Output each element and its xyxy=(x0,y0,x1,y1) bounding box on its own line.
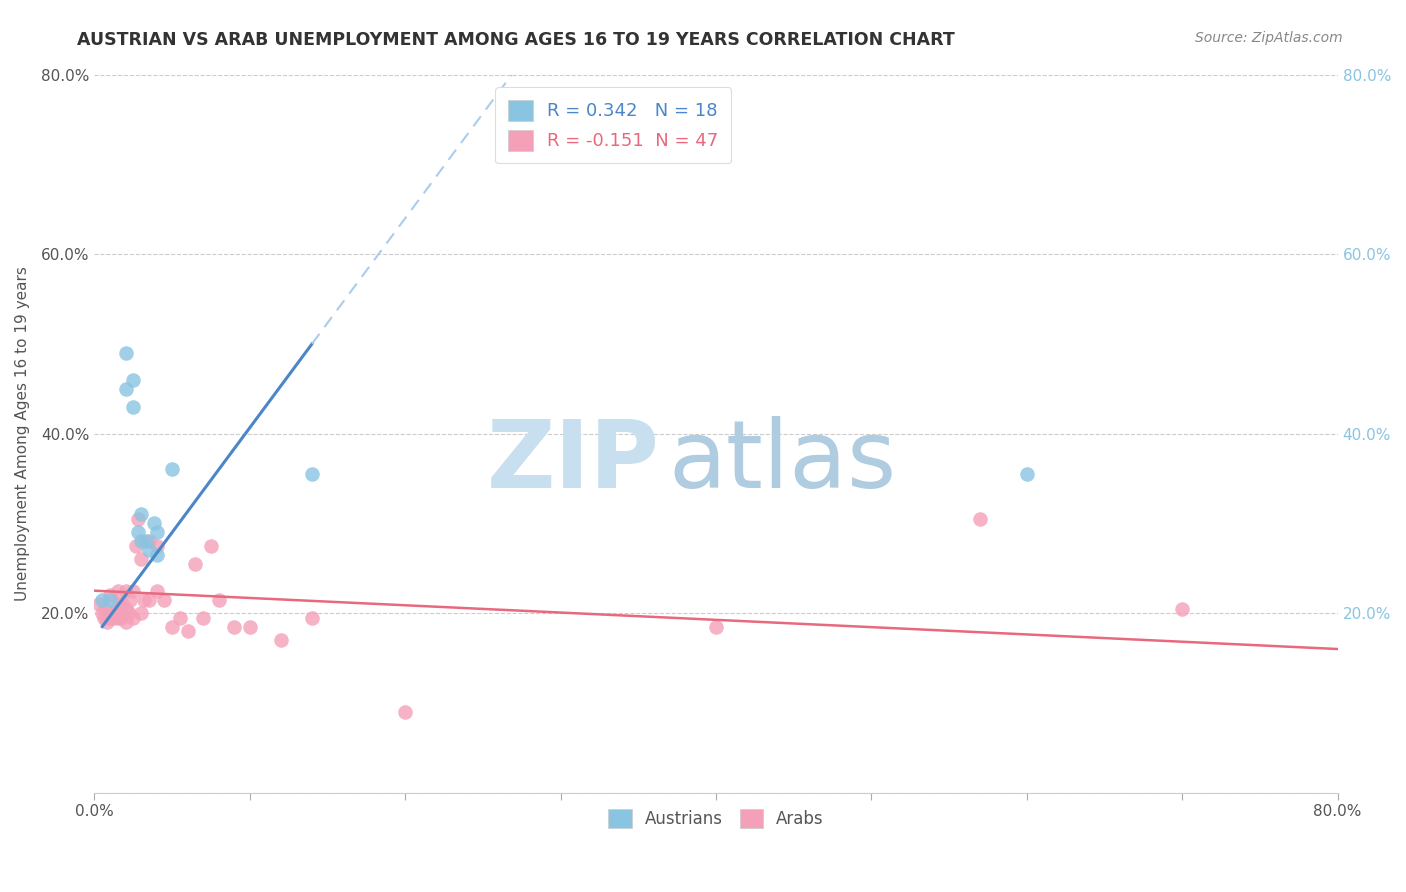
Point xyxy=(301,610,323,624)
Point xyxy=(107,597,129,611)
Point xyxy=(96,615,118,629)
Point xyxy=(177,624,200,638)
Point xyxy=(111,597,134,611)
Point xyxy=(129,606,152,620)
Point xyxy=(122,583,145,598)
Point xyxy=(98,592,121,607)
Point xyxy=(142,516,165,531)
Point xyxy=(118,606,141,620)
Text: atlas: atlas xyxy=(669,417,897,508)
Point xyxy=(91,592,114,607)
Point xyxy=(169,610,191,624)
Point xyxy=(200,539,222,553)
Y-axis label: Unemployment Among Ages 16 to 19 years: Unemployment Among Ages 16 to 19 years xyxy=(15,266,30,601)
Point xyxy=(1015,467,1038,481)
Point xyxy=(110,610,132,624)
Point xyxy=(239,619,262,633)
Point xyxy=(114,615,136,629)
Point xyxy=(394,705,416,719)
Point xyxy=(270,633,292,648)
Point xyxy=(160,619,183,633)
Point xyxy=(184,557,207,571)
Point xyxy=(93,610,115,624)
Point xyxy=(114,583,136,598)
Point xyxy=(160,462,183,476)
Point xyxy=(145,539,167,553)
Point xyxy=(969,512,991,526)
Point xyxy=(122,373,145,387)
Point xyxy=(89,597,111,611)
Point xyxy=(153,592,176,607)
Point xyxy=(138,592,160,607)
Text: AUSTRIAN VS ARAB UNEMPLOYMENT AMONG AGES 16 TO 19 YEARS CORRELATION CHART: AUSTRIAN VS ARAB UNEMPLOYMENT AMONG AGES… xyxy=(77,31,955,49)
Text: Source: ZipAtlas.com: Source: ZipAtlas.com xyxy=(1195,31,1343,45)
Point xyxy=(134,592,156,607)
Point xyxy=(145,583,167,598)
Point xyxy=(114,346,136,360)
Point xyxy=(129,534,152,549)
Point xyxy=(97,606,120,620)
Point xyxy=(224,619,246,633)
Text: ZIP: ZIP xyxy=(488,417,659,508)
Point xyxy=(127,512,149,526)
Point xyxy=(114,382,136,396)
Point xyxy=(1171,601,1194,615)
Point xyxy=(101,610,124,624)
Point xyxy=(94,601,117,615)
Point xyxy=(98,610,121,624)
Point xyxy=(704,619,727,633)
Point xyxy=(129,552,152,566)
Point xyxy=(125,539,148,553)
Point xyxy=(208,592,231,607)
Point xyxy=(301,467,323,481)
Point xyxy=(193,610,215,624)
Point xyxy=(145,525,167,540)
Point xyxy=(135,534,157,549)
Point xyxy=(122,400,145,414)
Point xyxy=(122,610,145,624)
Point xyxy=(138,543,160,558)
Point xyxy=(127,525,149,540)
Point xyxy=(114,601,136,615)
Point xyxy=(107,40,129,54)
Point xyxy=(107,610,129,624)
Point xyxy=(138,534,160,549)
Point xyxy=(107,583,129,598)
Point xyxy=(104,606,127,620)
Point xyxy=(129,508,152,522)
Point xyxy=(145,548,167,562)
Point xyxy=(120,592,142,607)
Legend: Austrians, Arabs: Austrians, Arabs xyxy=(602,802,831,835)
Point xyxy=(91,606,114,620)
Point xyxy=(98,588,121,602)
